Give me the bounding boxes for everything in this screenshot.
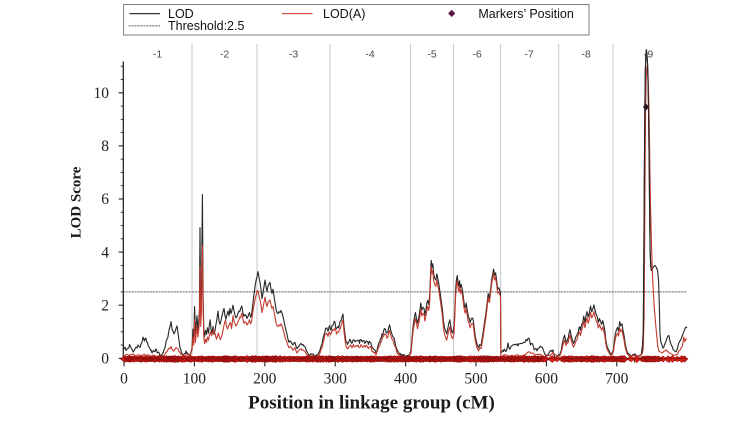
svg-text:700: 700 — [605, 370, 629, 387]
svg-text:Threshold:2.5: Threshold:2.5 — [168, 19, 244, 33]
svg-text:-8: -8 — [581, 49, 590, 61]
svg-text:0: 0 — [101, 351, 109, 368]
svg-text:Markers’ Position: Markers’ Position — [478, 7, 573, 21]
svg-text:300: 300 — [324, 370, 348, 387]
svg-text:8: 8 — [101, 138, 109, 155]
svg-text:-4: -4 — [365, 49, 374, 61]
svg-text:400: 400 — [394, 370, 418, 387]
svg-text:-5: -5 — [427, 49, 436, 61]
svg-text:LOD(A): LOD(A) — [323, 7, 365, 21]
svg-text:4: 4 — [101, 244, 109, 261]
svg-text:6: 6 — [101, 191, 109, 208]
svg-text:LOD Score: LOD Score — [69, 166, 85, 238]
svg-text:2: 2 — [101, 297, 109, 314]
svg-text:10: 10 — [94, 85, 110, 102]
svg-text:200: 200 — [253, 370, 277, 387]
svg-text:-1: -1 — [153, 49, 162, 61]
svg-text:-7: -7 — [524, 49, 533, 61]
svg-text:-9: -9 — [644, 49, 653, 61]
svg-text:0: 0 — [120, 370, 128, 387]
svg-text:LOD: LOD — [168, 7, 194, 21]
svg-text:-6: -6 — [472, 49, 481, 61]
svg-text:500: 500 — [464, 370, 488, 387]
svg-text:100: 100 — [183, 370, 207, 387]
svg-text:Position in linkage group (cM): Position in linkage group (cM) — [248, 393, 495, 414]
svg-text:-3: -3 — [289, 49, 298, 61]
svg-text:600: 600 — [535, 370, 559, 387]
svg-text:-2: -2 — [220, 49, 229, 61]
